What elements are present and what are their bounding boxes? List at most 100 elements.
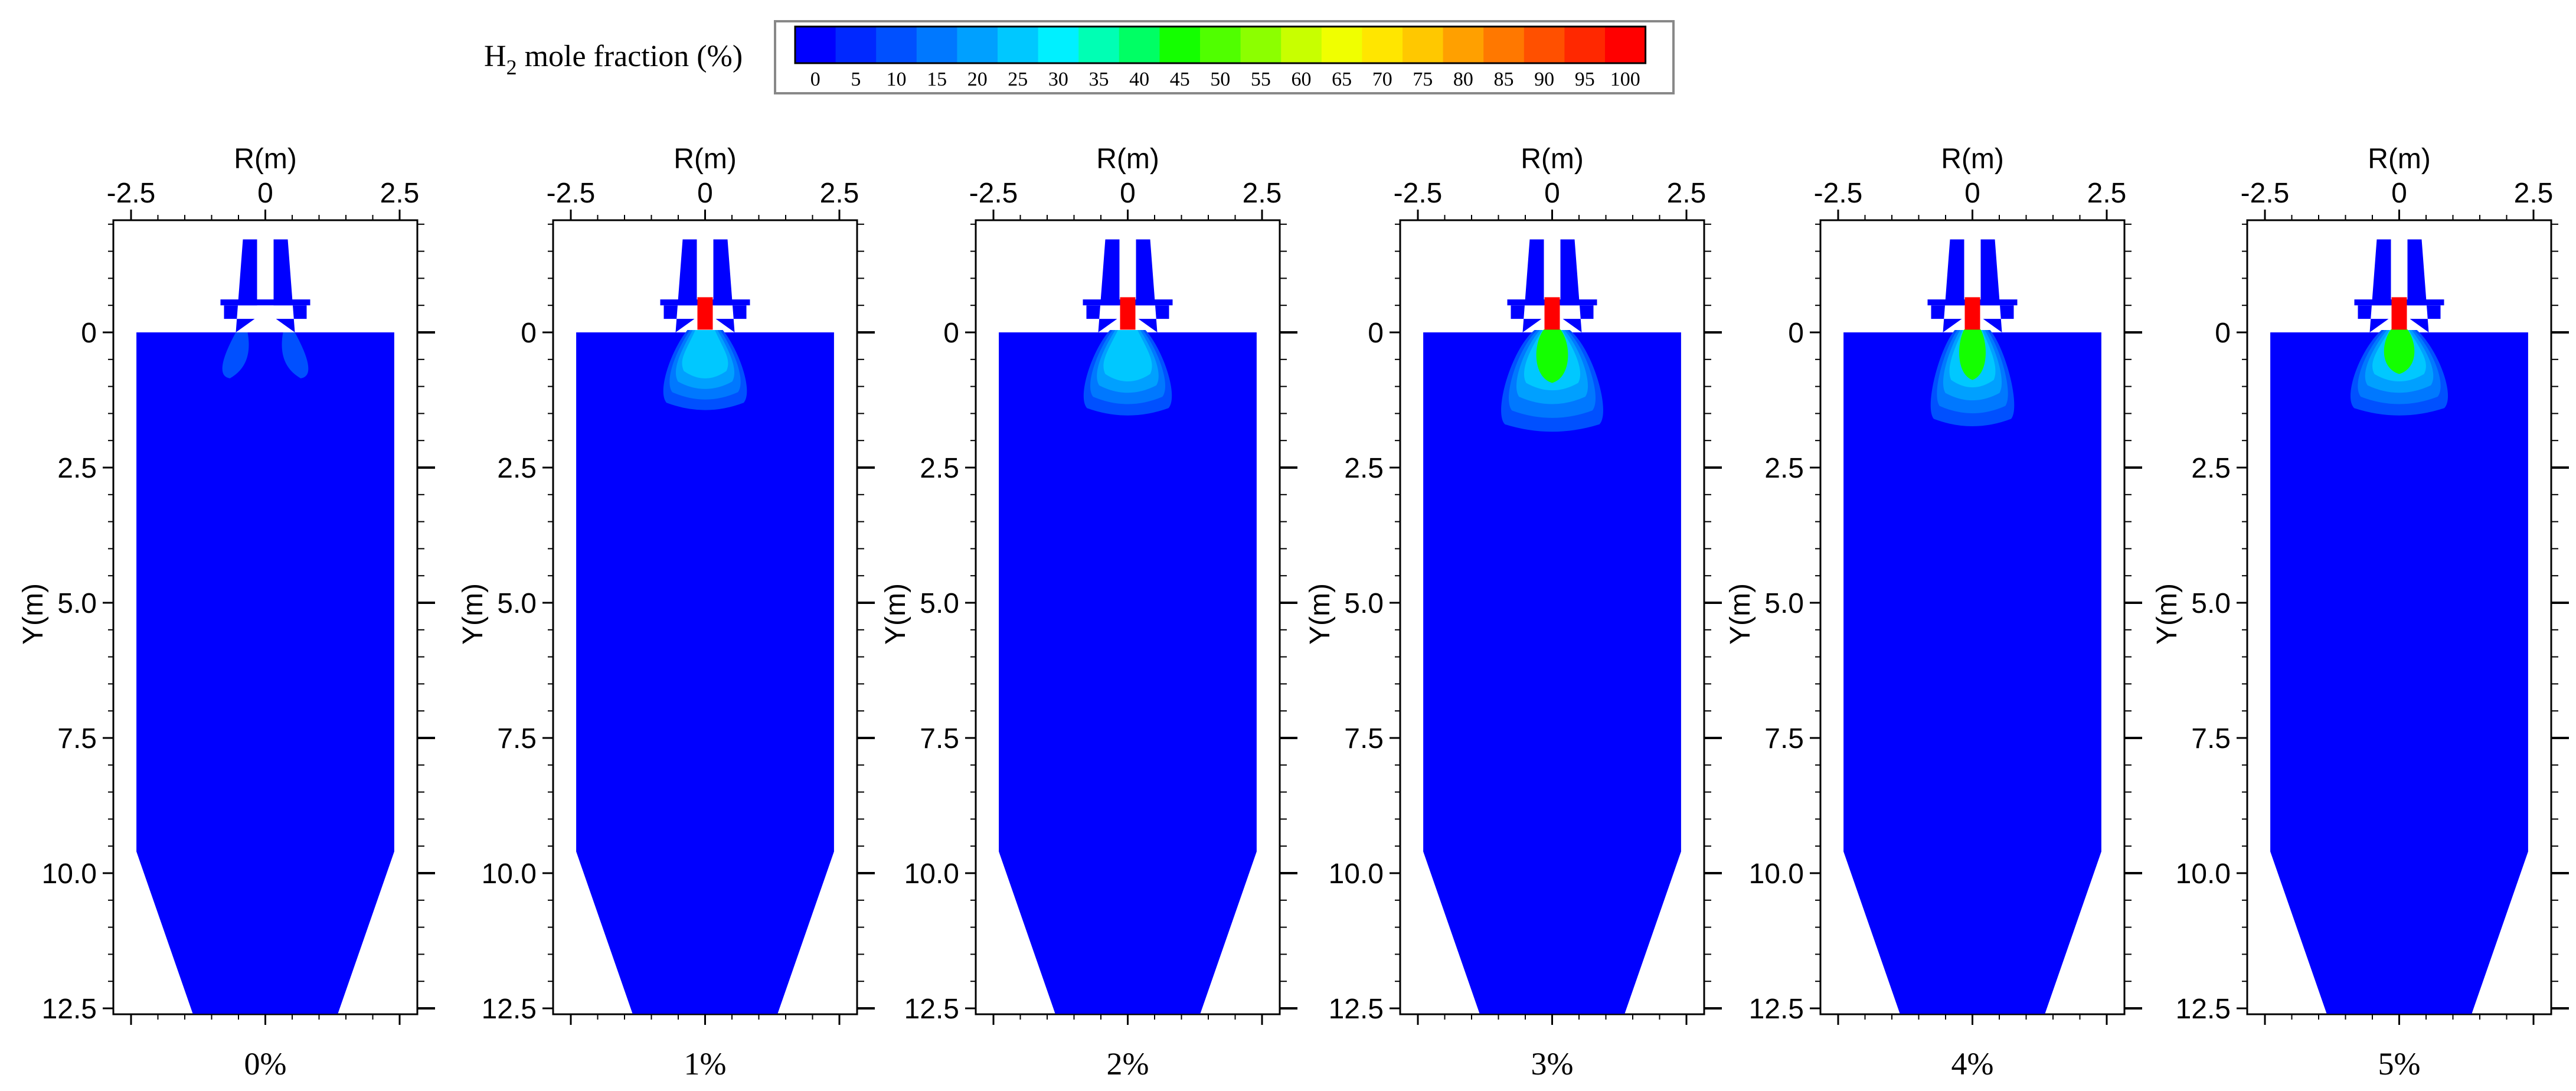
legend-label-15: 15	[927, 68, 947, 90]
r-tick-label: 0	[257, 178, 273, 209]
h2-inlet-jet	[1544, 297, 1560, 330]
legend-swatch-95	[1564, 27, 1606, 63]
y-tick-label: 12.5	[2176, 994, 2231, 1025]
plume-core-green	[2384, 329, 2415, 374]
panel-3: -2.5 0 2.5R(m)02.55.07.510.012.5Y(m)3%	[1305, 143, 1722, 1082]
r-tick-label: 2.5	[820, 178, 859, 209]
r-tick-label: 0	[2391, 178, 2407, 209]
legend-label-40: 40	[1129, 68, 1149, 90]
y-axis-label: Y(m)	[880, 583, 911, 645]
legend-swatch-80	[1443, 27, 1484, 63]
legend-swatch-60	[1281, 27, 1322, 63]
y-tick-label: 5.0	[57, 588, 97, 619]
legend-label-20: 20	[967, 68, 988, 90]
plume-lobe-right	[282, 332, 309, 378]
y-tick-label: 0	[1788, 318, 1804, 349]
legend-label-50: 50	[1210, 68, 1230, 90]
y-axis-label: Y(m)	[2152, 583, 2183, 645]
panel-caption: 3%	[1531, 1046, 1574, 1082]
panel-1: -2.5 0 2.5R(m)02.55.07.510.012.5Y(m)1%	[457, 143, 875, 1082]
y-tick-label: 10.0	[482, 858, 537, 890]
panel-4: -2.5 0 2.5R(m)02.55.07.510.012.5Y(m)4%	[1725, 143, 2142, 1082]
y-tick-label: 5.0	[2191, 588, 2231, 619]
legend-label-45: 45	[1170, 68, 1190, 90]
y-tick-label: 0	[1368, 318, 1384, 349]
r-axis-label: R(m)	[2368, 143, 2431, 175]
r-axis-label: R(m)	[1941, 143, 2004, 175]
r-axis-label: R(m)	[234, 143, 297, 175]
plume-contour-25	[682, 330, 728, 378]
legend-label-0: 0	[810, 68, 820, 90]
y-tick-label: 2.5	[1344, 453, 1384, 484]
r-tick-label: 0	[1544, 178, 1560, 209]
y-tick-label: 2.5	[57, 453, 97, 484]
h2-inlet-jet	[2391, 297, 2407, 330]
panel-2: -2.5 0 2.5R(m)02.55.07.510.012.5Y(m)2%	[880, 143, 1297, 1082]
plume-core-green	[1959, 329, 1986, 380]
legend-swatch-45	[1159, 27, 1201, 63]
y-tick-label: 5.0	[497, 588, 537, 619]
legend-swatch-90	[1524, 27, 1565, 63]
legend-label-75: 75	[1413, 68, 1433, 90]
legend-swatch-30	[1038, 27, 1079, 63]
y-tick-label: 7.5	[57, 723, 97, 754]
legend-label-95: 95	[1575, 68, 1595, 90]
y-tick-label: 10.0	[2176, 858, 2231, 890]
y-tick-label: 2.5	[1764, 453, 1804, 484]
burner-right	[1980, 239, 2014, 332]
legend-label-65: 65	[1332, 68, 1352, 90]
legend-label-60: 60	[1292, 68, 1312, 90]
legend-bar-outline	[794, 25, 1647, 64]
r-tick-label: 2.5	[380, 178, 420, 209]
burner-left	[663, 239, 697, 332]
legend-swatch-75	[1403, 27, 1444, 63]
h2-inlet-jet	[697, 297, 713, 330]
y-axis-label: Y(m)	[1305, 583, 1336, 645]
legend-swatch-70	[1362, 27, 1403, 63]
y-axis-label: Y(m)	[1725, 583, 1756, 645]
r-tick-label: -2.5	[2241, 178, 2290, 209]
legend-swatch-25	[998, 27, 1039, 63]
y-tick-label: 12.5	[1329, 994, 1384, 1025]
r-tick-label: 2.5	[2087, 178, 2127, 209]
burner-left	[1931, 239, 1964, 332]
y-tick-label: 2.5	[497, 453, 537, 484]
burner-right	[273, 239, 307, 332]
y-tick-label: 0	[81, 318, 97, 349]
legend-swatch-0	[795, 27, 836, 63]
legend-swatch-55	[1240, 27, 1282, 63]
panel-caption: 4%	[1951, 1046, 1994, 1082]
y-tick-label: 12.5	[482, 994, 537, 1025]
furnace-domain	[999, 332, 1257, 1014]
legend-swatch-85	[1483, 27, 1525, 63]
r-tick-label: 2.5	[2514, 178, 2554, 209]
r-tick-label: 0	[697, 178, 713, 209]
r-tick-label: 2.5	[1243, 178, 1282, 209]
h2-inlet-jet	[1120, 297, 1136, 330]
legend-label-35: 35	[1089, 68, 1109, 90]
burner-left	[2358, 239, 2391, 332]
panel-caption: 1%	[684, 1046, 727, 1082]
y-tick-label: 12.5	[1749, 994, 1804, 1025]
r-tick-label: 2.5	[1667, 178, 1707, 209]
r-tick-label: 0	[1964, 178, 1980, 209]
y-tick-label: 0	[943, 318, 959, 349]
y-tick-label: 10.0	[1329, 858, 1384, 890]
y-axis-label: Y(m)	[18, 583, 49, 645]
y-axis-label: Y(m)	[457, 583, 489, 645]
legend-label-5: 5	[851, 68, 861, 90]
furnace-domain	[576, 332, 834, 1014]
y-tick-label: 10.0	[1749, 858, 1804, 890]
legend-swatch-100	[1605, 27, 1646, 63]
legend-swatch-50	[1200, 27, 1241, 63]
burner-right	[1560, 239, 1594, 332]
y-tick-label: 12.5	[42, 994, 97, 1025]
y-tick-label: 10.0	[42, 858, 97, 890]
r-tick-label: -2.5	[1394, 178, 1443, 209]
plume-core-green	[1536, 329, 1568, 383]
r-axis-label: R(m)	[674, 143, 737, 175]
legend-label-90: 90	[1534, 68, 1554, 90]
panel-caption: 5%	[2378, 1046, 2421, 1082]
legend-swatch-65	[1321, 27, 1362, 63]
